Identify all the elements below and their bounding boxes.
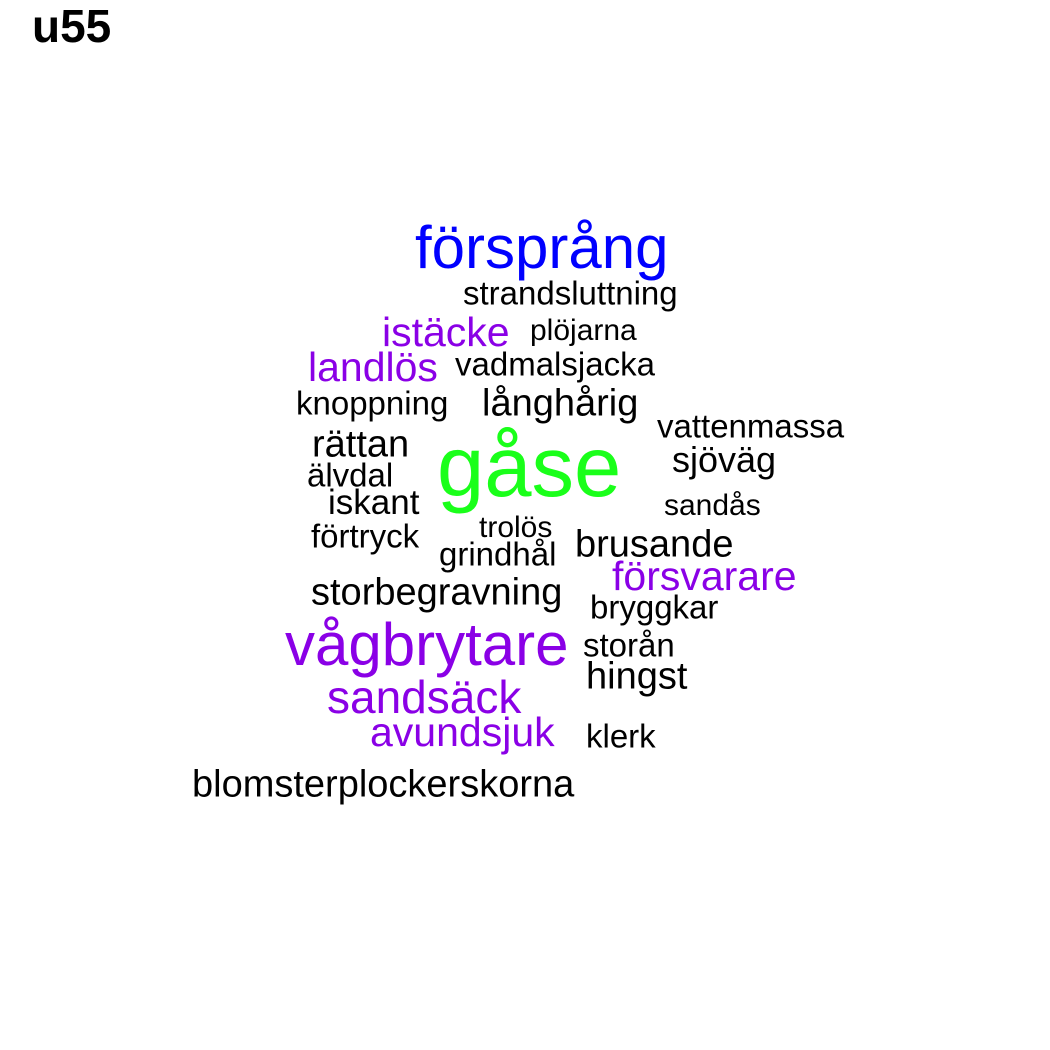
word-klerk: klerk — [586, 717, 656, 755]
word-storbegravning: storbegravning — [311, 571, 563, 614]
word-vattenmassa: vattenmassa — [657, 407, 845, 445]
word-sandsack: sandsäck — [327, 671, 522, 724]
word-grindhal: grindhål — [439, 535, 557, 573]
word-sandas: sandås — [664, 489, 761, 522]
word-forsprang: försprång — [415, 214, 669, 281]
word-fortryck: förtryck — [311, 517, 420, 555]
word-iskant: iskant — [328, 483, 420, 522]
word-istacke: istäcke — [382, 309, 510, 356]
word-storan: storån — [583, 626, 675, 664]
word-rattan: rättan — [312, 423, 410, 466]
word-sjovag: sjöväg — [672, 439, 777, 481]
word-avundsjuk: avundsjuk — [370, 709, 555, 756]
word-vadmalsjacka: vadmalsjacka — [455, 345, 655, 383]
word-alvdal: älvdal — [307, 456, 394, 494]
word-plojarna: plöjarna — [530, 314, 637, 347]
word-bryggkar: bryggkar — [590, 588, 719, 626]
word-blomsterplockerskorna: blomsterplockerskorna — [192, 763, 575, 806]
word-hingst: hingst — [586, 655, 688, 698]
word-brusande: brusande — [575, 523, 734, 566]
word-gase: gåse — [437, 420, 622, 515]
word-strandsluttning: strandsluttning — [463, 274, 678, 312]
word-vagbrytare: vågbrytare — [285, 611, 569, 678]
word-forsvarare: försvarare — [612, 553, 797, 600]
word-langharig: långhårig — [482, 382, 639, 425]
page-title: u55 — [32, 0, 112, 52]
word-trolos: trolös — [479, 511, 553, 544]
word-landlos: landlös — [308, 344, 438, 391]
word-knoppning: knoppning — [296, 384, 449, 422]
